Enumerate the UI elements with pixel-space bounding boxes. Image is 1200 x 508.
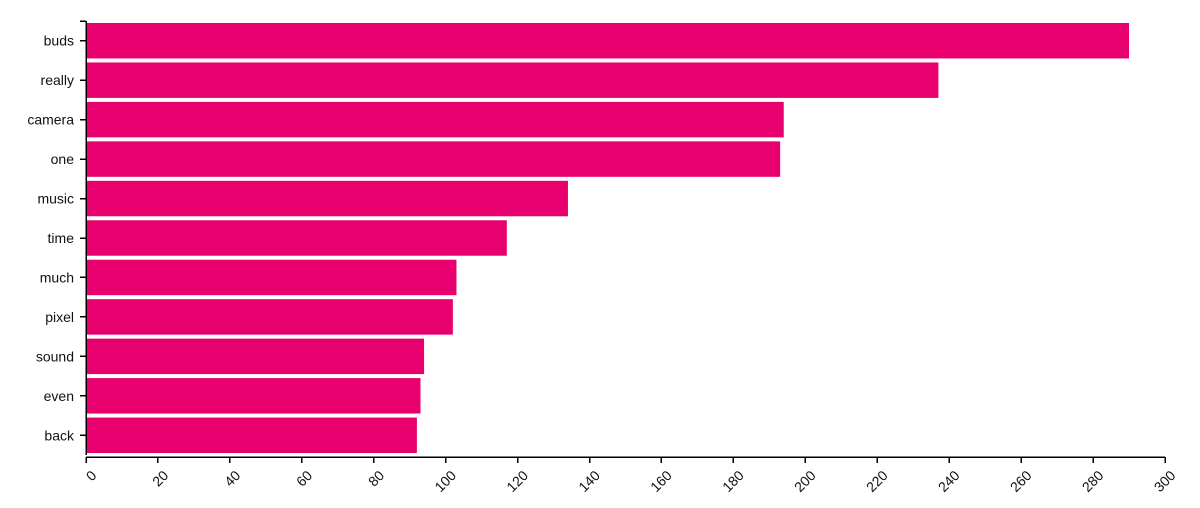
x-tick-label: 160	[647, 467, 675, 495]
x-tick-label: 300	[1151, 467, 1179, 495]
x-tick-label: 40	[221, 467, 243, 489]
y-tick-label: really	[41, 72, 74, 88]
y-tick-label: sound	[36, 348, 74, 364]
x-tick-label: 0	[83, 467, 100, 484]
x-tick-label: 20	[149, 467, 171, 489]
x-tick-label: 140	[575, 467, 603, 495]
x-tick-label: 240	[935, 467, 963, 495]
bar-pixel	[86, 299, 453, 335]
y-tick-label: one	[51, 151, 75, 167]
bar-music	[86, 180, 568, 217]
y-tick-label: pixel	[45, 309, 74, 325]
y-tick-label: time	[48, 230, 75, 246]
x-tick-label: 60	[293, 467, 315, 489]
y-tick-label: music	[37, 191, 74, 207]
x-tick-label: 120	[503, 467, 531, 495]
x-tick-label: 80	[365, 467, 387, 489]
x-tick-label: 280	[1079, 467, 1107, 495]
y-tick-label: even	[44, 388, 74, 404]
bar-one	[86, 141, 781, 177]
bar-camera	[86, 101, 784, 138]
bar-time	[86, 220, 507, 256]
y-axis: buds really camera one music time much pixel sou…	[27, 20, 87, 455]
bar-back	[86, 417, 417, 453]
bar-buds	[86, 23, 1130, 59]
y-tick-label: much	[40, 269, 74, 285]
bar-even	[86, 378, 421, 414]
y-tick-label: camera	[27, 112, 74, 128]
x-axis: 0 20 40 60 80 100 120 140 160 180 200 220 240 260 280 3…	[83, 456, 1179, 495]
bar-sound	[86, 338, 425, 375]
x-tick-label: 100	[431, 467, 459, 495]
x-tick-label: 180	[719, 467, 747, 495]
x-tick-label: 260	[1007, 467, 1035, 495]
bars-group	[86, 23, 1130, 453]
x-tick-label: 220	[863, 467, 891, 495]
x-tick-label: 200	[791, 467, 819, 495]
y-tick-label: buds	[44, 33, 74, 49]
y-tick-label: back	[44, 427, 75, 443]
bar-really	[86, 62, 939, 98]
bar-much	[86, 259, 457, 296]
